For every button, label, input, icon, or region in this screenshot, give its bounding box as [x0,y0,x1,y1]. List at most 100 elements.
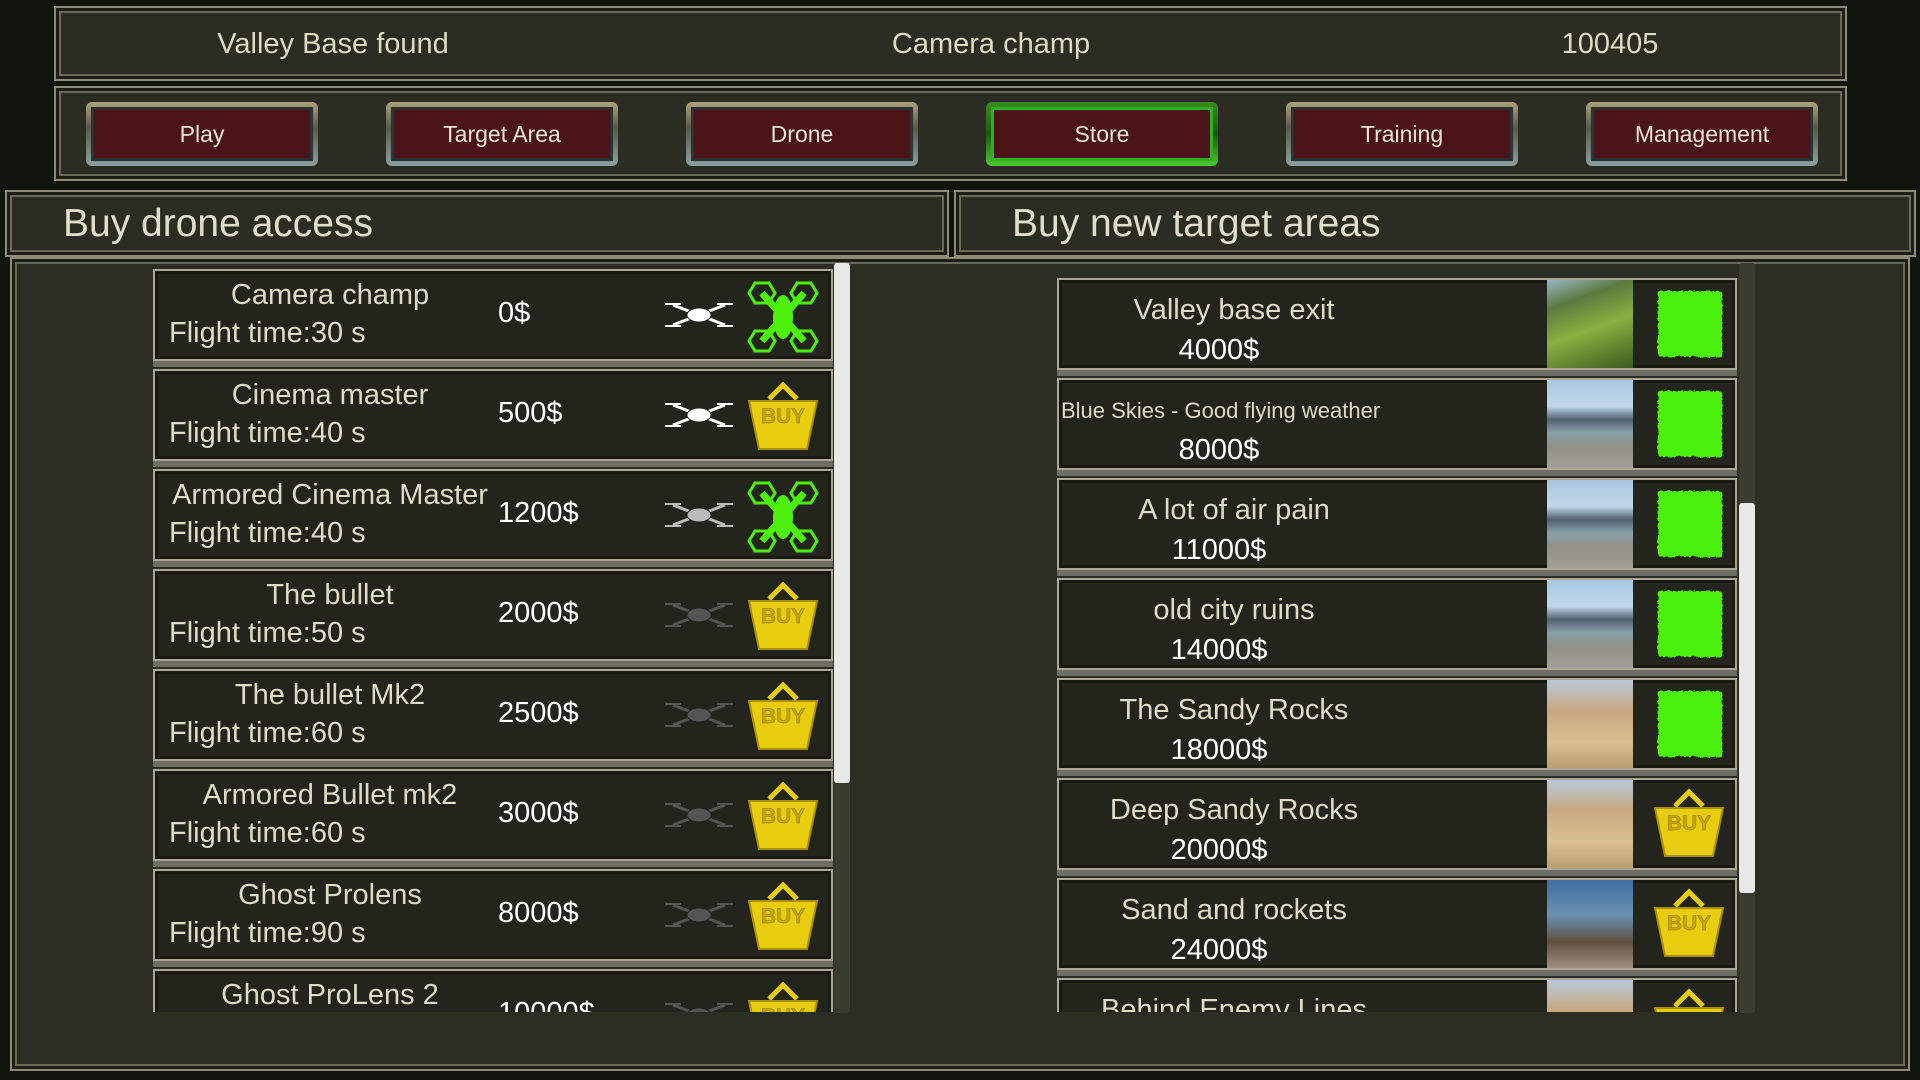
area-price: 11000$ [1171,534,1267,566]
area-name: Sand and rockets [1121,894,1347,926]
nav-button-drone[interactable]: Drone [686,102,918,166]
area-list-item[interactable]: Valley base exit 4000$ [1057,278,1737,370]
buy-label: BUY [1667,812,1711,835]
area-name: A lot of air pain [1138,494,1330,526]
drone-list-item[interactable]: Armored Bullet mk2 Flight time:60 s 3000$ B… [153,769,833,861]
area-thumbnail [1547,780,1633,868]
drone-name: The bullet [266,579,394,611]
drone-dark-icon [665,1003,733,1012]
buy-basket-button[interactable]: BUY [1651,986,1727,1012]
buy-basket-button[interactable]: BUY [745,879,821,955]
drone-list-item[interactable]: Camera champ Flight time:30 s 0$ [153,269,833,361]
flight-time: Flight time:60 s [169,717,366,749]
scrollbar-thumb[interactable] [1739,503,1755,893]
area-list-item[interactable]: A lot of air pain 11000$ [1057,478,1737,570]
area-price: 24000$ [1170,934,1268,966]
drone-price: 500$ [498,397,563,429]
buy-basket-button[interactable]: BUY [745,579,821,655]
area-list-item[interactable]: Blue Skies - Good flying weather 8000$ [1057,378,1737,470]
drone-name: Cinema master [231,379,429,411]
buy-basket-button[interactable]: BUY [745,379,821,455]
drone-price: 8000$ [498,897,579,929]
drone-panel-header: Buy drone access [5,190,949,257]
drone-panel-title: Buy drone access [63,202,374,245]
area-name: Blue Skies - Good flying weather [1061,398,1381,423]
drone-list: Camera champ Flight time:30 s 0$ Cinema mas… [153,265,843,1012]
nav-button-store[interactable]: Store [986,102,1218,166]
area-list-scrollbar[interactable] [1739,263,1755,1013]
area-price: 18000$ [1170,734,1268,766]
drone-list-item[interactable]: The bullet Mk2 Flight time:60 s 2500$ BUY [153,669,833,761]
nav-button-management[interactable]: Management [1586,102,1818,166]
area-panel-title: Buy new target areas [1012,202,1381,245]
drone-name: The bullet Mk2 [234,679,426,711]
drone-name: Armored Bullet mk2 [202,779,458,811]
drone-list-item[interactable]: Ghost Prolens Flight time:90 s 8000$ BUY [153,869,833,961]
buy-basket-button[interactable]: BUY [1651,786,1727,862]
area-thumbnail [1547,580,1633,668]
area-price: 14000$ [1170,634,1268,666]
buy-label: BUY [761,1005,805,1012]
current-drone: Camera champ [891,28,1091,60]
area-name: Valley base exit [1133,294,1335,326]
buy-basket-button[interactable]: BUY [1651,886,1727,962]
drone-list-scrollbar[interactable] [834,263,850,1013]
drone-list-item[interactable]: Cinema master Flight time:40 s 500$ BUY [153,369,833,461]
area-thumbnail [1547,280,1633,368]
area-thumbnail [1547,680,1633,768]
nav-button-play[interactable]: Play [86,102,318,166]
buy-label: BUY [761,705,805,728]
owned-indicator [1657,690,1721,756]
flight-time: Flight time:60 s [169,817,366,849]
area-thumbnail [1547,980,1633,1012]
area-price: 8000$ [1178,434,1260,466]
flight-time: Flight time:90 s [169,917,366,949]
drone-dark-icon [665,603,733,627]
drone-price: 2500$ [498,697,579,729]
flight-time: Flight time:40 s [169,517,366,549]
drone-white-icon [665,303,733,327]
drone-price: 10000$ [498,997,595,1012]
owned-drone-icon [747,281,819,353]
flight-time: Flight time:50 s [169,617,366,649]
drone-name: Armored Cinema Master [172,479,488,511]
area-list-item[interactable]: Sand and rockets 24000$ BUY [1057,878,1737,970]
drone-armored-icon [665,503,733,527]
area-price: 4000$ [1178,334,1260,366]
area-panel-header: Buy new target areas [954,190,1916,257]
buy-label: BUY [761,405,805,428]
drone-list-item[interactable]: The bullet Flight time:50 s 2000$ BUY [153,569,833,661]
buy-basket-button[interactable]: BUY [745,979,821,1012]
area-list-item[interactable]: The Sandy Rocks 18000$ [1057,678,1737,770]
area-name: Deep Sandy Rocks [1109,794,1359,826]
area-name: old city ruins [1153,594,1315,626]
owned-drone-icon [747,481,819,553]
area-list-item[interactable]: old city ruins 14000$ [1057,578,1737,670]
buy-basket-button[interactable]: BUY [745,679,821,755]
buy-basket-button[interactable]: BUY [745,779,821,855]
drone-list-item[interactable]: Ghost ProLens 2 10000$ BUY [153,969,833,1012]
drone-price: 2000$ [498,597,579,629]
status-text: Valley Base found [217,28,449,60]
drone-dark-icon [665,803,733,827]
area-list-item[interactable]: Behind Enemy Lines BUY [1057,978,1737,1012]
nav-button-target-area[interactable]: Target Area [386,102,618,166]
nav-button-training[interactable]: Training [1286,102,1518,166]
scrollbar-thumb[interactable] [834,263,850,783]
buy-label: BUY [761,805,805,828]
drone-name: Ghost Prolens [238,879,422,911]
owned-indicator [1657,390,1721,456]
drone-white-icon [665,403,733,427]
flight-time: Flight time:30 s [169,317,366,349]
area-list-item[interactable]: Deep Sandy Rocks 20000$ BUY [1057,778,1737,870]
money-counter: 100405 [1561,28,1659,60]
drone-price: 0$ [498,297,531,329]
buy-label: BUY [1667,912,1711,935]
drone-list-item[interactable]: Armored Cinema Master Flight time:40 s 120… [153,469,833,561]
buy-label: BUY [761,905,805,928]
area-name: Behind Enemy Lines [1101,994,1367,1012]
drone-price: 1200$ [498,497,579,529]
owned-indicator [1657,590,1721,656]
area-thumbnail [1547,480,1633,568]
area-thumbnail [1547,880,1633,968]
